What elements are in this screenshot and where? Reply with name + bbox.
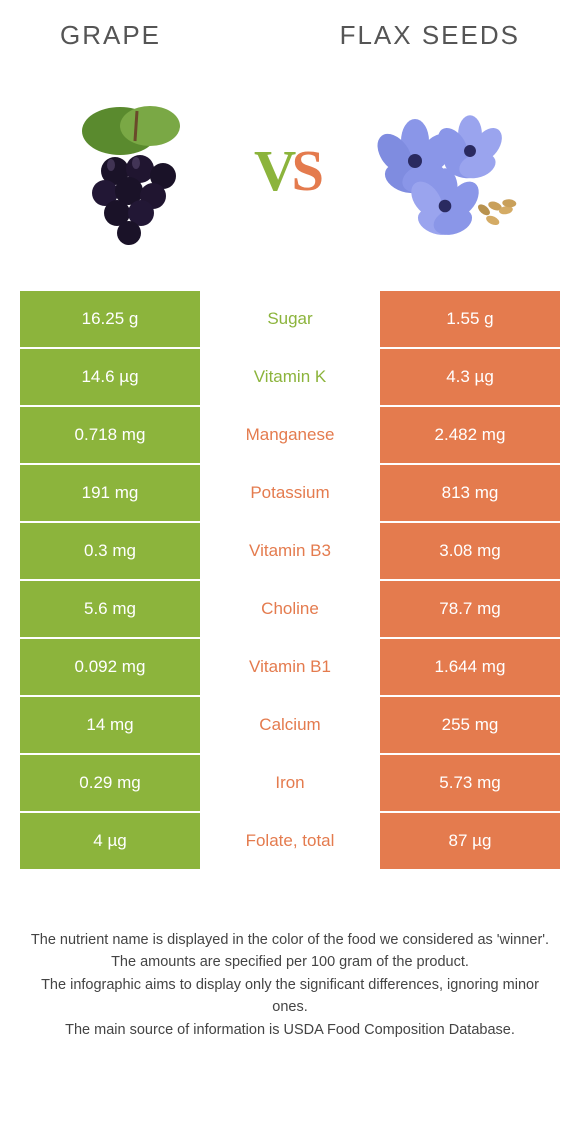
left-value: 14 mg <box>20 697 200 753</box>
table-row: 4 µgFolate, total87 µg <box>20 813 560 869</box>
footer-notes: The nutrient name is displayed in the co… <box>20 929 560 1041</box>
table-row: 16.25 gSugar1.55 g <box>20 291 560 347</box>
footer-line: The amounts are specified per 100 gram o… <box>28 951 552 973</box>
svg-text:V: V <box>254 138 296 203</box>
left-value: 0.29 mg <box>20 755 200 811</box>
flax-image <box>365 91 525 251</box>
nutrient-label: Vitamin B3 <box>202 523 378 579</box>
left-value: 4 µg <box>20 813 200 869</box>
left-value: 0.092 mg <box>20 639 200 695</box>
table-row: 14.6 µgVitamin K4.3 µg <box>20 349 560 405</box>
table-row: 0.718 mgManganese2.482 mg <box>20 407 560 463</box>
right-value: 3.08 mg <box>380 523 560 579</box>
table-row: 191 mgPotassium813 mg <box>20 465 560 521</box>
right-value: 813 mg <box>380 465 560 521</box>
right-value: 1.644 mg <box>380 639 560 695</box>
table-row: 0.29 mgIron5.73 mg <box>20 755 560 811</box>
left-value: 0.718 mg <box>20 407 200 463</box>
footer-line: The main source of information is USDA F… <box>28 1019 552 1041</box>
nutrient-label: Choline <box>202 581 378 637</box>
left-value: 16.25 g <box>20 291 200 347</box>
right-value: 255 mg <box>380 697 560 753</box>
left-value: 5.6 mg <box>20 581 200 637</box>
left-value: 14.6 µg <box>20 349 200 405</box>
nutrient-label: Sugar <box>202 291 378 347</box>
left-value: 191 mg <box>20 465 200 521</box>
left-value: 0.3 mg <box>20 523 200 579</box>
grape-image <box>55 91 215 251</box>
table-row: 14 mgCalcium255 mg <box>20 697 560 753</box>
header: Grape Flax seeds <box>20 20 560 71</box>
svg-text:S: S <box>292 138 325 203</box>
right-value: 4.3 µg <box>380 349 560 405</box>
nutrient-label: Manganese <box>202 407 378 463</box>
right-value: 78.7 mg <box>380 581 560 637</box>
right-value: 5.73 mg <box>380 755 560 811</box>
table-row: 0.3 mgVitamin B33.08 mg <box>20 523 560 579</box>
right-value: 1.55 g <box>380 291 560 347</box>
right-value: 2.482 mg <box>380 407 560 463</box>
header-right-title: Flax seeds <box>340 20 520 51</box>
vs-icon: V S <box>245 136 335 206</box>
nutrient-label: Iron <box>202 755 378 811</box>
table-row: 5.6 mgCholine78.7 mg <box>20 581 560 637</box>
footer-line: The infographic aims to display only the… <box>28 974 552 1019</box>
table-row: 0.092 mgVitamin B11.644 mg <box>20 639 560 695</box>
header-left-title: Grape <box>60 20 161 51</box>
nutrient-label: Vitamin K <box>202 349 378 405</box>
nutrient-label: Calcium <box>202 697 378 753</box>
comparison-table: 16.25 gSugar1.55 g14.6 µgVitamin K4.3 µg… <box>20 291 560 869</box>
right-value: 87 µg <box>380 813 560 869</box>
footer-line: The nutrient name is displayed in the co… <box>28 929 552 951</box>
nutrient-label: Folate, total <box>202 813 378 869</box>
nutrient-label: Potassium <box>202 465 378 521</box>
nutrient-label: Vitamin B1 <box>202 639 378 695</box>
images-row: V S <box>20 91 560 251</box>
